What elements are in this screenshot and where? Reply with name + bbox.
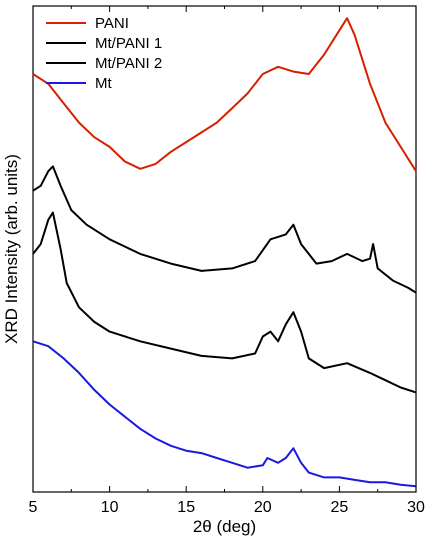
- series-layer: [32, 17, 417, 488]
- legend-label-3: Mt/PANI 2: [95, 55, 162, 72]
- x-tick-label: 10: [101, 499, 119, 516]
- series-line-2: [32, 165, 417, 294]
- x-tick-label: 30: [407, 499, 425, 516]
- legend-label-4: Mt: [95, 75, 112, 92]
- legend-label-1: PANI: [95, 15, 129, 32]
- series-line-1: [32, 17, 417, 172]
- plot-frame: [32, 5, 417, 493]
- x-tick-label: 5: [29, 499, 38, 516]
- x-axis: 5 10 15 20 25 30: [29, 6, 425, 516]
- x-tick-label: 15: [177, 499, 195, 516]
- legend: PANI Mt/PANI 1 Mt/PANI 2 Mt: [46, 15, 162, 92]
- x-axis-title: 2θ (deg): [193, 517, 256, 536]
- series-line-4: [32, 340, 417, 488]
- x-tick-label: 20: [254, 499, 272, 516]
- legend-label-2: Mt/PANI 1: [95, 35, 162, 52]
- y-axis-title: XRD Intensity (arb. units): [2, 154, 21, 344]
- x-tick-label: 25: [331, 499, 349, 516]
- series-line-3: [32, 211, 417, 394]
